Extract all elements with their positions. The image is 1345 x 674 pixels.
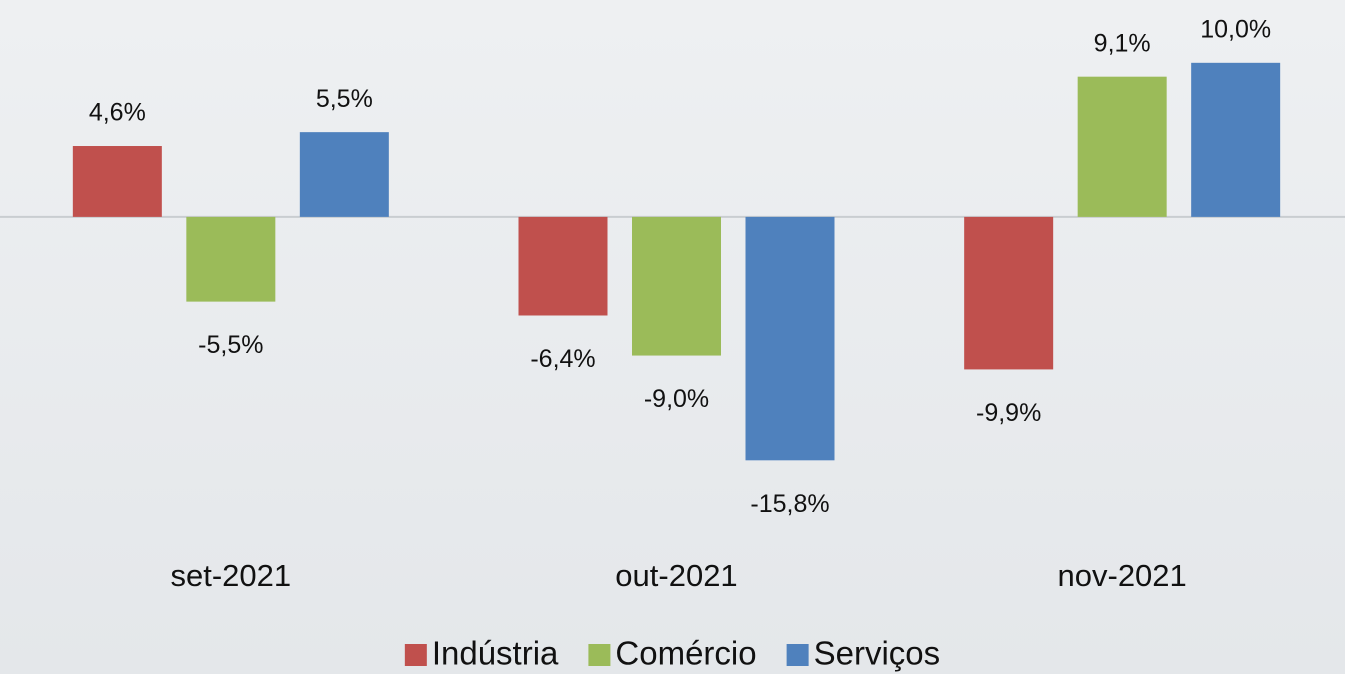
bar (186, 216, 276, 302)
legend-label: Comércio (615, 635, 756, 672)
value-label: 10,0% (1200, 15, 1271, 43)
value-label: -9,0% (644, 385, 709, 413)
bar (299, 132, 389, 217)
legend-swatch (588, 644, 611, 666)
bar (964, 216, 1054, 370)
legend-swatch (786, 644, 809, 666)
bar (745, 216, 835, 461)
x-tick-label: out-2021 (615, 558, 737, 593)
bar (632, 216, 721, 356)
value-label: 4,6% (89, 99, 146, 127)
value-label: 9,1% (1094, 29, 1151, 57)
x-tick-label: set-2021 (171, 558, 292, 593)
value-label: 5,5% (316, 85, 373, 113)
legend-label: Serviços (814, 635, 941, 672)
bar (1191, 62, 1281, 217)
value-label: -6,4% (530, 345, 595, 373)
legend-label: Indústria (432, 635, 559, 672)
x-tick-label: nov-2021 (1058, 558, 1187, 593)
bar (72, 146, 162, 217)
bar (518, 216, 608, 316)
bar (1077, 76, 1167, 217)
value-label: -15,8% (750, 490, 829, 518)
value-label: -5,5% (198, 331, 263, 359)
value-label: -9,9% (976, 399, 1041, 427)
legend-swatch (404, 644, 427, 666)
